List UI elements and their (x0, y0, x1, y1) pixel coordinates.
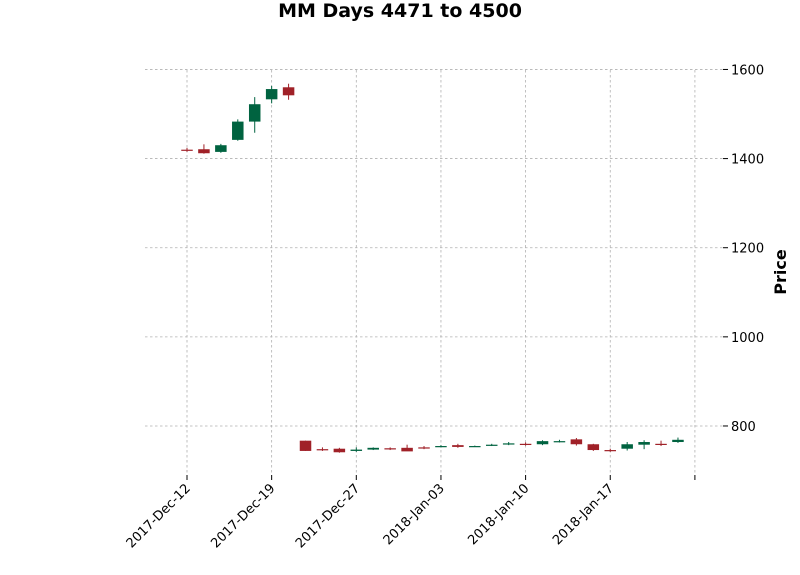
candle-down (604, 448, 616, 452)
candle-down (282, 83, 295, 100)
x-tick-label: 2018-Jan-03 (381, 481, 448, 548)
x-tick-label: 2017-Dec-12 (124, 481, 194, 551)
candle-up (672, 437, 684, 443)
candle-body (248, 104, 261, 122)
candle-body (604, 450, 616, 452)
candle-up (621, 442, 633, 451)
candle-body (401, 447, 413, 452)
candle-body (485, 444, 498, 446)
candle-body (469, 446, 481, 448)
candle-body (181, 149, 193, 151)
y-tick-label: 1600 (731, 63, 764, 78)
x-tick-label: 2017-Dec-27 (293, 481, 363, 551)
candle-up (215, 143, 227, 153)
candle-up (485, 443, 498, 447)
candle-up (469, 445, 481, 448)
candle-body (570, 439, 583, 445)
candle-body (435, 446, 447, 448)
candle-up (248, 97, 261, 133)
candle-up (553, 439, 566, 443)
candle-up (536, 440, 549, 446)
y-axis: 800 1000 1200 1400 1600 (723, 63, 764, 435)
candle-up (265, 85, 278, 104)
candle-body (621, 444, 633, 449)
candle-down (587, 443, 600, 451)
chart-title: MM Days 4471 to 4500 (278, 0, 522, 22)
x-tick-label: 2018-Jan-10 (465, 481, 532, 548)
candle-body (587, 444, 600, 451)
candle-up (367, 447, 379, 451)
candle-body (536, 441, 549, 445)
candle-body (655, 443, 667, 446)
candle-down (570, 438, 583, 446)
candle-body (282, 87, 295, 96)
y-tick-label: 1200 (731, 242, 764, 257)
candle-down (384, 447, 396, 451)
y-tick-label: 1000 (731, 331, 764, 346)
candle-body (316, 449, 329, 451)
candle-down (519, 442, 532, 446)
candle-body (553, 441, 566, 443)
candle-body (333, 448, 346, 453)
candle-down (299, 440, 312, 451)
candles-layer (181, 83, 684, 453)
candle-body (672, 439, 684, 443)
candle-down (333, 447, 346, 453)
candle-up (638, 440, 650, 450)
y-tick-label: 800 (731, 420, 756, 435)
x-tick-label: 2018-Jan-17 (550, 481, 617, 548)
candle-body (519, 443, 532, 446)
candle-up (232, 119, 244, 141)
candle-body (232, 121, 244, 140)
x-axis: 2017-Dec-12 2017-Dec-19 2017-Dec-27 2018-Ja… (124, 475, 696, 551)
y-tick-label: 1400 (731, 153, 764, 168)
candle-body (638, 442, 650, 445)
candle-body (384, 448, 396, 450)
candle-body (418, 447, 430, 449)
candle-up (502, 442, 515, 446)
candle-body (367, 447, 379, 450)
candle-down (316, 447, 329, 451)
candle-body (198, 149, 210, 154)
candle-down (452, 443, 464, 448)
candle-body (452, 445, 464, 447)
candle-down (655, 440, 667, 447)
candle-down (181, 147, 193, 152)
candle-down (401, 444, 413, 452)
candle-body (502, 443, 515, 445)
candle-body (350, 449, 363, 451)
candle-body (299, 440, 312, 451)
candle-body (215, 145, 227, 152)
candle-up (350, 447, 363, 452)
x-tick-label: 2017-Dec-19 (208, 481, 278, 551)
candle-body (265, 89, 278, 100)
candle-down (198, 144, 210, 154)
candle-up (435, 445, 447, 448)
grid-layer (145, 69, 723, 475)
candle-down (418, 446, 430, 450)
y-axis-label: Price (771, 249, 790, 295)
